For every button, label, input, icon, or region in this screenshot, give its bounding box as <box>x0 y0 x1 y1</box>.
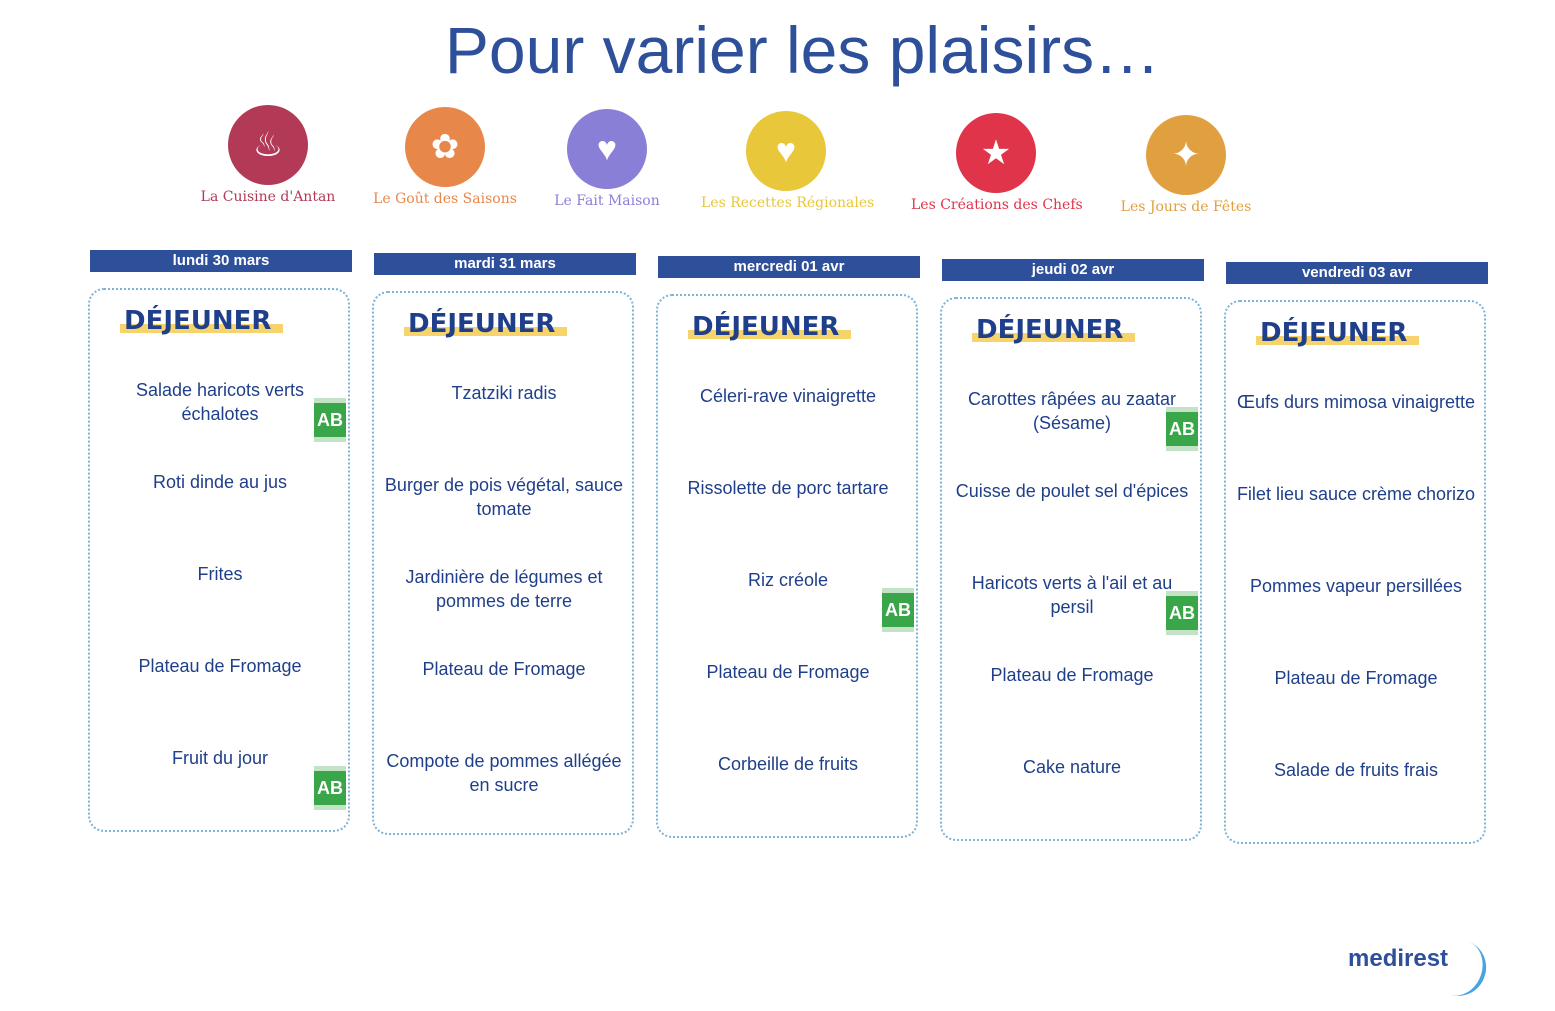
menu-item: Jardinière de légumes et pommes de terre <box>405 567 603 611</box>
menu-item: Corbeille de fruits <box>717 754 859 774</box>
day-header: lundi 30 mars <box>90 250 352 272</box>
page-title: Pour varier les plaisirs… <box>444 13 1161 87</box>
chef-hat-icon: ★ <box>956 113 1036 193</box>
menu-item: Fruit du jour <box>171 748 269 768</box>
party-popper-icon: ✦ <box>1146 115 1226 195</box>
theme-2: ♥ Le Fait Maison <box>522 109 692 209</box>
menu-item: Œufs durs mimosa vinaigrette <box>1236 392 1476 412</box>
meal-label: DÉJEUNER <box>1256 318 1420 348</box>
meal-label: DÉJEUNER <box>120 306 284 336</box>
menu-item: Cuisse de poulet sel d'épices <box>955 481 1189 501</box>
meal-label: DÉJEUNER <box>972 315 1136 345</box>
day-column: vendredi 03 avr DÉJEUNER Œufs durs mimosa … <box>1224 262 1488 844</box>
theme-label: Les Recettes Régionales <box>701 195 875 211</box>
menu-item: Plateau de Fromage <box>138 656 302 676</box>
day-column: jeudi 02 avr DÉJEUNER Carottes râpées au z… <box>940 259 1204 841</box>
menu-card: DÉJEUNER Céleri-rave vinaigrette Rissolett… <box>656 294 918 838</box>
meal-label: DÉJEUNER <box>404 309 568 339</box>
menu-card: DÉJEUNER Carottes râpées au zaatar (Sésam… <box>940 297 1202 841</box>
menu-item: Céleri-rave vinaigrette <box>699 386 877 406</box>
theme-label: La Cuisine d'Antan <box>200 189 336 205</box>
theme-1: ✿ Le Goût des Saisons <box>360 107 530 207</box>
theme-label: Le Goût des Saisons <box>373 191 517 207</box>
menu-item: Plateau de Fromage <box>422 659 586 679</box>
menu-card: DÉJEUNER Tzatziki radis Burger de pois vég… <box>372 291 634 835</box>
theme-0: ♨ La Cuisine d'Antan <box>183 105 353 205</box>
day-header: mardi 31 mars <box>374 253 636 275</box>
day-column: mercredi 01 avr DÉJEUNER Céleri-rave vinai… <box>656 256 920 838</box>
theme-3: ♥ Les Recettes Régionales <box>701 111 875 211</box>
whisk-icon: ♥ <box>567 109 647 189</box>
medirest-logo: medirest <box>1348 945 1449 972</box>
menu-item: Plateau de Fromage <box>990 665 1154 685</box>
menu-item: Riz créole <box>747 570 829 590</box>
day-column: lundi 30 mars DÉJEUNER Salade haricots ver… <box>88 250 352 832</box>
theme-5: ✦ Les Jours de Fêtes <box>1101 115 1271 215</box>
menu-card: DÉJEUNER Salade haricots verts échalotes A… <box>88 288 350 832</box>
menu-item: Pommes vapeur persillées <box>1249 576 1463 596</box>
day-header: mercredi 01 avr <box>658 256 920 278</box>
organic-ab-icon: AB <box>1166 407 1198 451</box>
organic-ab-icon: AB <box>314 766 346 810</box>
day-header: vendredi 03 avr <box>1226 262 1488 284</box>
organic-ab-icon: AB <box>1166 591 1198 635</box>
theme-legend: ♨ La Cuisine d'Antan ✿ Le Goût des Saisons ♥… <box>190 105 1270 220</box>
meal-label: DÉJEUNER <box>688 312 852 342</box>
menu-item: Frites <box>197 564 243 584</box>
menu-item: Carottes râpées au zaatar (Sésame) <box>967 389 1177 433</box>
menu-item: Salade de fruits frais <box>1273 760 1439 780</box>
menu-item: Tzatziki radis <box>451 383 557 403</box>
menu-item: Salade haricots verts échalotes <box>135 380 305 424</box>
menu-item: Plateau de Fromage <box>1274 668 1438 688</box>
organic-ab-icon: AB <box>314 398 346 442</box>
menu-item: Compote de pommes allégée en sucre <box>386 751 622 795</box>
day-column: mardi 31 mars DÉJEUNER Tzatziki radis Burge… <box>372 253 636 835</box>
theme-label: Les Jours de Fêtes <box>1120 199 1252 215</box>
theme-label: Le Fait Maison <box>554 193 660 209</box>
france-heart-icon: ♥ <box>746 111 826 191</box>
seasons-icon: ✿ <box>405 107 485 187</box>
menu-item: Roti dinde au jus <box>152 472 288 492</box>
menu-item: Rissolette de porc tartare <box>687 478 889 498</box>
menu-item: Haricots verts à l'ail et au persil <box>971 573 1173 617</box>
menu-item: Burger de pois végétal, sauce tomate <box>384 475 624 519</box>
day-header: jeudi 02 avr <box>942 259 1204 281</box>
menu-item: Cake nature <box>1022 757 1122 777</box>
organic-ab-icon: AB <box>882 588 914 632</box>
cooking-pot-icon: ♨ <box>228 105 308 185</box>
theme-4: ★ Les Créations des Chefs <box>911 113 1083 213</box>
theme-label: Les Créations des Chefs <box>911 197 1083 213</box>
logo-swirl-icon <box>1424 932 1494 1004</box>
menu-item: Filet lieu sauce crème chorizo <box>1236 484 1476 504</box>
menu-card: DÉJEUNER Œufs durs mimosa vinaigrette File… <box>1224 300 1486 844</box>
menu-item: Plateau de Fromage <box>706 662 870 682</box>
